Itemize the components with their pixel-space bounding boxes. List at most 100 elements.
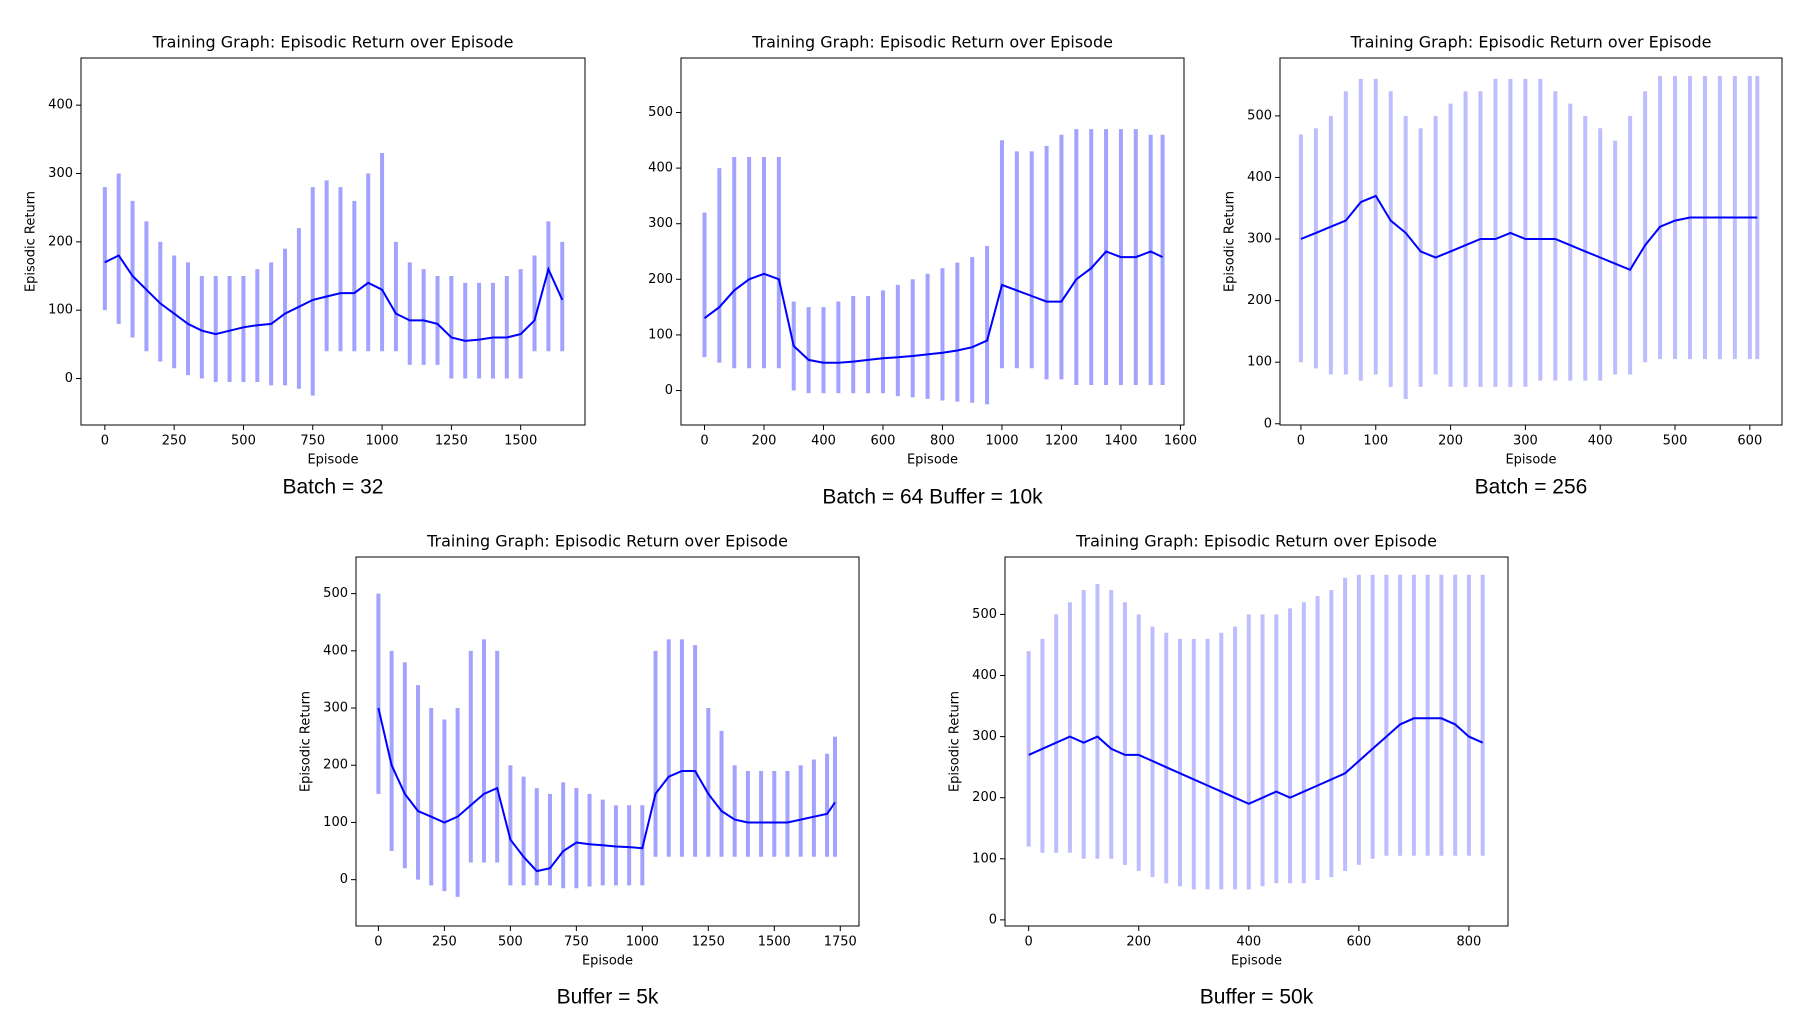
chart-title: Training Graph: Episodic Return over Epi…: [1075, 532, 1437, 551]
band: [376, 593, 837, 897]
y-tick-label: 200: [1247, 293, 1272, 308]
x-tick-label: 1000: [985, 434, 1018, 449]
y-tick-label: 400: [323, 643, 348, 658]
x-tick-label: 100: [1363, 434, 1388, 449]
x-tick-label: 1400: [1104, 434, 1137, 449]
y-tick-label: 400: [972, 668, 997, 683]
y-axis-label: Episodic Return: [24, 191, 39, 292]
y-tick-label: 500: [972, 607, 997, 622]
y-tick-label: 0: [340, 872, 348, 887]
x-tick-label: 400: [1236, 935, 1261, 950]
x-tick-label: 1200: [1045, 434, 1078, 449]
mean-line: [1300, 194, 1758, 272]
y-tick-label: 500: [648, 105, 673, 120]
y-axis-label: Episodic Return: [948, 691, 963, 792]
y-tick-label: 100: [323, 815, 348, 830]
y-axis-label: Episodic Return: [1223, 191, 1238, 292]
mean-line: [104, 254, 564, 342]
chart-title: Training Graph: Episodic Return over Epi…: [152, 33, 514, 52]
x-axis-label: Episode: [307, 453, 358, 468]
x-tick-label: 200: [1438, 434, 1463, 449]
chart: 0 100 200 300 400 500 600 0 100 200 300 400 500 Train…: [1223, 33, 1783, 499]
x-axis-label: Episode: [907, 453, 958, 468]
x-tick-label: 600: [1737, 434, 1762, 449]
x-tick-label: 1500: [758, 935, 791, 950]
x-tick-label: 1600: [1164, 434, 1197, 449]
y-tick-label: 500: [323, 586, 348, 601]
x-tick-label: 1750: [824, 935, 857, 950]
x-tick-label: 1000: [626, 935, 659, 950]
x-axis-label: Episode: [1231, 954, 1282, 969]
y-tick-label: 0: [65, 371, 73, 386]
y-tick-label: 200: [972, 790, 997, 805]
x-tick-label: 200: [752, 434, 777, 449]
plot-frame: [80, 57, 586, 426]
band: [1026, 574, 1485, 890]
y-tick-label: 100: [1247, 355, 1272, 370]
plot-frame: [680, 57, 1185, 426]
x-axis-label: Episode: [582, 954, 633, 969]
caption: Buffer = 5k: [557, 986, 659, 1009]
y-tick-label: 300: [972, 729, 997, 744]
x-tick-label: 400: [811, 434, 836, 449]
chart: 0 200 400 600 800 1000 1200 1400 1600 0 100 200 300 4…: [648, 33, 1197, 509]
y-tick-label: 200: [648, 272, 673, 287]
y-tick-label: 400: [648, 161, 673, 176]
chart: 0 200 400 600 800 0 100 200 300 400 500 Training Gr…: [948, 532, 1509, 1009]
caption: Buffer = 50k: [1200, 986, 1314, 1009]
x-tick-label: 500: [1663, 434, 1688, 449]
chart: 0 250 500 750 1000 1250 1500 1750 0 100 200 300 400 5…: [299, 532, 860, 1009]
x-tick-label: 750: [564, 935, 589, 950]
y-tick-label: 200: [48, 234, 73, 249]
mean-line: [377, 707, 836, 873]
x-tick-label: 600: [871, 434, 896, 449]
y-tick-label: 200: [323, 758, 348, 773]
y-tick-label: 500: [1247, 108, 1272, 123]
chart-title: Training Graph: Episodic Return over Epi…: [751, 33, 1113, 52]
y-tick-label: 300: [323, 701, 348, 716]
y-axis-label: Episodic Return: [299, 691, 314, 792]
y-tick-label: 300: [1247, 232, 1272, 247]
x-tick-label: 250: [162, 434, 187, 449]
y-tick-label: 400: [48, 98, 73, 113]
x-tick-label: 0: [101, 434, 109, 449]
chart-title: Training Graph: Episodic Return over Epi…: [1350, 33, 1712, 52]
y-tick-label: 400: [1247, 170, 1272, 185]
x-tick-label: 800: [930, 434, 955, 449]
plot-frame: [1004, 556, 1509, 927]
caption: Batch = 64 Buffer = 10k: [822, 486, 1043, 509]
x-tick-label: 0: [1025, 935, 1033, 950]
x-tick-label: 250: [432, 935, 457, 950]
x-tick-label: 200: [1126, 935, 1151, 950]
y-tick-label: 100: [48, 303, 73, 318]
y-tick-label: 100: [972, 851, 997, 866]
band: [102, 152, 565, 396]
x-tick-label: 500: [498, 935, 523, 950]
x-axis-label: Episode: [1505, 453, 1556, 468]
x-tick-label: 600: [1346, 935, 1371, 950]
y-tick-label: 300: [648, 216, 673, 231]
mean-line: [703, 250, 1164, 364]
x-tick-label: 0: [374, 935, 382, 950]
x-tick-label: 800: [1457, 935, 1482, 950]
y-tick-label: 0: [989, 912, 997, 927]
band: [1298, 75, 1760, 400]
x-tick-label: 1000: [366, 434, 399, 449]
x-tick-label: 1500: [504, 434, 537, 449]
x-tick-label: 0: [700, 434, 708, 449]
x-tick-label: 1250: [692, 935, 725, 950]
mean-line: [1028, 717, 1484, 805]
x-tick-label: 750: [300, 434, 325, 449]
plot-frame: [355, 556, 860, 927]
chart-title: Training Graph: Episodic Return over Epi…: [426, 532, 788, 551]
caption: Batch = 32: [283, 476, 384, 499]
x-tick-label: 500: [231, 434, 256, 449]
x-tick-label: 1250: [435, 434, 468, 449]
y-tick-label: 300: [48, 166, 73, 181]
y-tick-label: 0: [1264, 416, 1272, 431]
caption: Batch = 256: [1475, 476, 1588, 499]
x-tick-label: 0: [1297, 434, 1305, 449]
band: [702, 129, 1165, 405]
